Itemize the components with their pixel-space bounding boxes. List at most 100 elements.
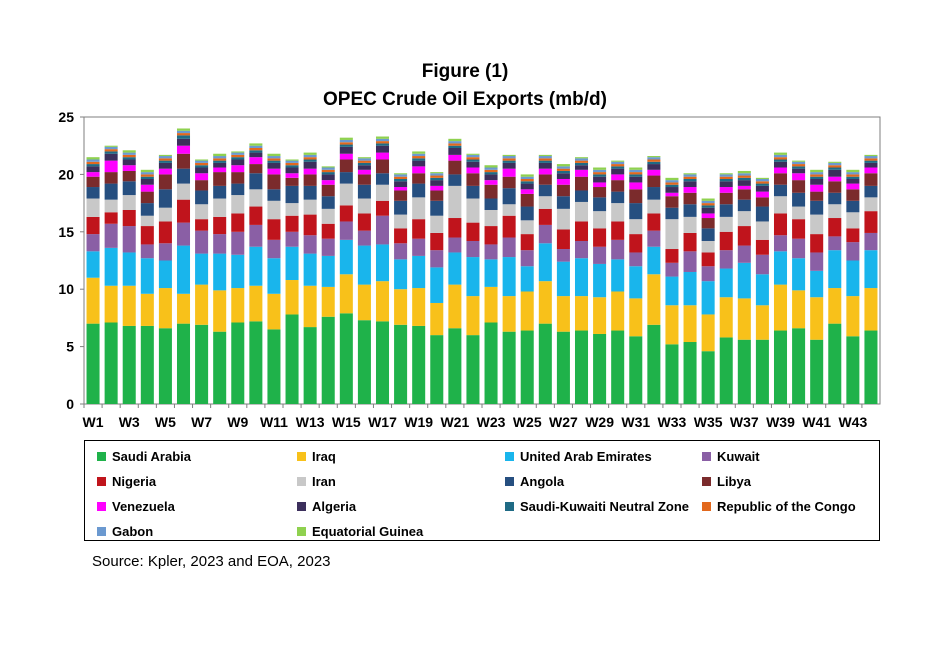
bar-segment [773, 173, 788, 185]
bar-segment [122, 181, 136, 196]
bar-segment [140, 203, 154, 216]
bar-segment [792, 168, 806, 174]
bar-segment [303, 214, 317, 236]
bar-segment [104, 247, 118, 286]
bar-segment [303, 174, 317, 186]
bar-segment [303, 152, 317, 155]
bar-segment [502, 168, 516, 177]
bar-segment [357, 169, 371, 175]
bar-segment [593, 167, 607, 170]
bar-segment [683, 187, 697, 193]
bar-segment [701, 198, 715, 201]
bar-segment [611, 203, 625, 222]
bar-segment [647, 246, 661, 275]
bar-segment [611, 164, 625, 167]
bar-segment [556, 331, 570, 404]
bar-segment [176, 293, 191, 324]
legend-swatch [702, 501, 711, 511]
bar-segment [122, 226, 136, 253]
bar-segment [502, 158, 516, 161]
bar-segment [683, 178, 697, 182]
bar-stack-w33 [665, 177, 679, 404]
bar-segment [285, 246, 299, 281]
bar-stack-w38 [755, 177, 769, 404]
x-tick-label: W5 [155, 414, 176, 430]
bar-segment [357, 320, 371, 404]
bar-segment [737, 170, 751, 174]
bar-segment [357, 158, 371, 161]
bar-stack-w16 [357, 157, 371, 404]
bar-segment [773, 284, 788, 331]
bar-segment [574, 221, 589, 241]
bar-segment [430, 335, 444, 404]
bar-segment [556, 296, 570, 332]
bar-segment [285, 165, 299, 168]
bar-segment [593, 169, 607, 173]
bar-segment [122, 170, 136, 182]
bar-segment [466, 222, 480, 241]
bar-segment [719, 297, 733, 338]
bar-segment [231, 213, 245, 232]
bar-stack-w41 [810, 169, 824, 404]
bar-segment [701, 228, 715, 241]
bar-segment [737, 339, 751, 404]
bar-segment [285, 177, 299, 186]
bar-segment [86, 161, 100, 165]
bar-segment [375, 141, 390, 144]
bar-segment [430, 215, 444, 233]
legend-label: Kuwait [717, 448, 760, 464]
bar-segment [394, 214, 408, 229]
bar-segment [176, 128, 191, 131]
bar-segment [448, 328, 462, 404]
bar-segment [231, 183, 245, 196]
bar-segment [321, 208, 335, 224]
bar-segment [719, 268, 733, 298]
x-tick-label: W41 [802, 414, 831, 430]
bar-segment [140, 244, 154, 259]
legend-swatch [505, 476, 514, 486]
bar-segment [556, 249, 570, 262]
bar-segment [86, 176, 100, 188]
bar-stack-w26 [538, 154, 552, 404]
bar-segment [556, 173, 570, 179]
bar-segment [647, 157, 661, 160]
bar-segment [86, 157, 100, 160]
bar-segment [846, 212, 860, 229]
legend-label: Algeria [312, 498, 357, 514]
bar-segment [520, 250, 534, 267]
bar-stack-w24 [502, 154, 516, 404]
bar-segment [321, 286, 335, 317]
chart-subtitle: OPEC Crude Oil Exports (mb/d) [323, 89, 607, 110]
bar-segment [773, 159, 788, 162]
bar-segment [611, 330, 625, 404]
bar-segment [412, 160, 426, 167]
bar-segment [538, 224, 552, 244]
bar-segment [285, 231, 299, 247]
bar-segment [846, 189, 860, 201]
bar-stack-w7 [195, 159, 209, 404]
bar-segment [520, 220, 534, 235]
bar-segment [303, 285, 317, 328]
bar-segment [122, 150, 136, 153]
bar-segment [176, 138, 191, 146]
bar-segment [755, 274, 769, 306]
bar-segment [828, 167, 842, 170]
bar-segment [176, 133, 191, 136]
bar-segment [484, 322, 498, 404]
bar-segment [484, 226, 498, 245]
bar-segment [719, 181, 733, 188]
bar-segment [593, 174, 607, 177]
x-axis: W1 W3 W5 W7 W9 W11 W13 W15 W17 W19 W21 W23 W25 W27 W29… [83, 404, 867, 430]
bar-segment [267, 239, 281, 259]
bar-segment [249, 164, 263, 174]
legend-item: Libya [702, 472, 751, 490]
bar-stack-w1 [86, 157, 100, 404]
bar-segment [213, 158, 227, 161]
bar-segment [502, 154, 516, 157]
bar-segment [773, 154, 788, 158]
bar-segment [213, 167, 227, 173]
bar-segment [828, 192, 842, 205]
bar-segment [792, 206, 806, 220]
bar-segment [810, 252, 824, 271]
bar-segment [267, 293, 281, 330]
